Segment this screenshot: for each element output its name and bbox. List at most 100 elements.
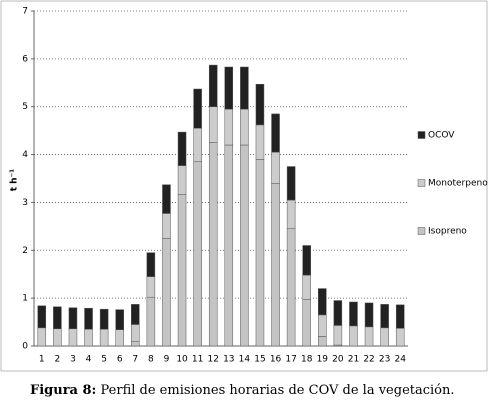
x-tick-label: 1 (39, 355, 45, 365)
y-tick-label: 2 (22, 246, 28, 256)
bar-segment (162, 213, 171, 239)
bar-segment (177, 131, 187, 166)
x-tick-label: 19 (317, 355, 329, 365)
bar-segment (193, 128, 202, 162)
bar-segment (224, 108, 234, 146)
x-tick-label: 24 (394, 355, 406, 365)
bar-segment (271, 183, 280, 347)
x-tick-label: 3 (70, 355, 76, 365)
legend-swatch (417, 131, 426, 139)
bar-segment (255, 159, 265, 347)
y-tick-label: 1 (22, 294, 28, 304)
bar-segment (131, 324, 140, 342)
bar-segment (146, 276, 156, 298)
legend-swatch (417, 179, 426, 187)
bar-segment (380, 327, 389, 347)
legend-label: Monoterpenos (428, 179, 488, 189)
bar-segment (146, 296, 156, 347)
bar-segment (208, 64, 218, 107)
bar-segment (208, 106, 218, 143)
bar-segment (115, 329, 124, 347)
chart-border (0, 0, 488, 372)
x-tick-label: 9 (164, 355, 170, 365)
y-tick-label: 7 (22, 7, 28, 17)
bar-segment (208, 142, 218, 347)
x-tick-label: 16 (270, 355, 282, 365)
x-tick-label: 12 (207, 355, 218, 365)
x-tick-label: 13 (223, 355, 234, 365)
bar-segment (193, 161, 202, 347)
bar-segment (395, 304, 405, 329)
bar-segment (255, 124, 265, 160)
bar-segment (224, 66, 234, 110)
bar-segment (395, 328, 405, 347)
bar-segment (177, 165, 187, 195)
x-tick-label: 8 (148, 355, 154, 365)
bar-segment (286, 166, 296, 201)
bar-segment (68, 328, 78, 347)
x-tick-label: 6 (117, 355, 123, 365)
caption-text: Perfil de emisiones horarias de COV de l… (101, 383, 455, 398)
bar-segment (177, 194, 187, 347)
y-tick-label: 0 (22, 342, 28, 352)
y-tick-label: 3 (22, 198, 28, 208)
bar-segment (131, 340, 140, 347)
x-tick-label: 17 (285, 355, 296, 365)
bar-segment (302, 299, 311, 347)
bar-segment (99, 329, 109, 347)
bar-segment (318, 336, 327, 347)
bar-segment (162, 238, 171, 347)
legend-label: Isopreno (428, 227, 467, 237)
bar-segment (286, 228, 296, 347)
bar-segment (318, 314, 327, 337)
legend-swatch (417, 227, 426, 235)
bar-segment (193, 88, 202, 129)
bar-segment (146, 252, 156, 277)
x-tick-label: 4 (86, 355, 92, 365)
x-tick-label: 15 (254, 355, 265, 365)
bar-segment (364, 326, 374, 347)
bar-segment (349, 301, 358, 327)
bar-segment (162, 184, 171, 214)
x-tick-label: 2 (55, 355, 61, 365)
bar-segment (37, 305, 47, 329)
bar-segment (286, 199, 296, 230)
bar-segment (302, 274, 311, 300)
y-tick-label: 6 (22, 54, 28, 64)
x-tick-label: 10 (176, 355, 188, 365)
bar-segment (240, 66, 249, 110)
y-tick-label: 4 (22, 150, 28, 160)
bar-segment (115, 309, 124, 330)
caption-label: Figura 8: (30, 383, 96, 398)
caption: Figura 8: Perfil de emisiones horarias d… (30, 383, 455, 398)
bar-segment (68, 307, 78, 330)
legend-label: OCOV (428, 131, 455, 141)
y-axis-label: t h⁻¹ (10, 169, 20, 192)
bar-segment (318, 288, 327, 316)
bar-segment (271, 151, 280, 184)
bar-segment (302, 245, 311, 276)
x-tick-label: 23 (379, 355, 390, 365)
y-tick-label: 5 (22, 102, 28, 112)
bar-segment (349, 325, 358, 347)
x-tick-label: 20 (332, 355, 344, 365)
x-tick-label: 14 (239, 355, 251, 365)
bar-segment (333, 325, 343, 346)
x-tick-label: 22 (363, 355, 374, 365)
x-tick-label: 5 (101, 355, 107, 365)
bar-segment (53, 328, 62, 347)
bar-segment (380, 304, 389, 329)
bar-segment (240, 108, 249, 146)
bar-segment (37, 327, 47, 347)
bar-segment (84, 307, 93, 330)
bar-segment (224, 144, 234, 347)
bar-segment (240, 144, 249, 347)
bar-segment (84, 329, 93, 347)
bar-segment (131, 304, 140, 325)
bar-segment (364, 302, 374, 328)
bar-segment (255, 83, 265, 126)
bar-segment (271, 113, 280, 153)
bar-segment (99, 308, 109, 330)
